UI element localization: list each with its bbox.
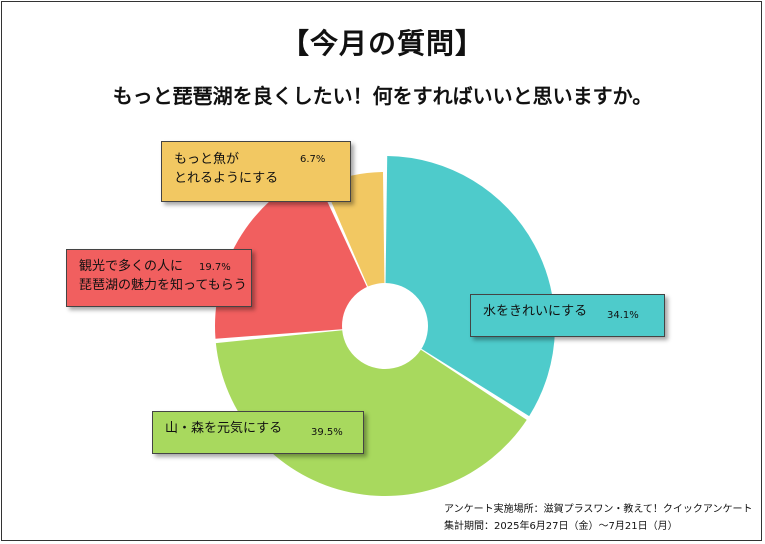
slice-label-0: 水をきれいにする 34.1% [470,294,665,337]
page-title: 【今月の質問】 [280,27,484,60]
slice-label-text: もっと魚が [174,152,240,167]
slice-label-2: 観光で多くの人に琵琶湖の魅力を知ってもらう 19.7% [66,249,252,307]
donut-hole [342,283,428,369]
slice-label-text: 観光で多くの人に [79,259,184,274]
slice-value-label: 6.7% [300,154,326,165]
slice-label-1: 山・森を元気にする 39.5% [152,411,364,454]
pie-slice-0 [385,156,556,417]
slice-label-text: 山・森を元気にする [165,421,283,436]
pie-slice-2 [215,171,385,339]
slice-label-text: とれるようにする [174,171,279,186]
slice-label-text: 水をきれいにする [483,304,588,319]
question-subtitle: もっと琵琶湖を良くしたい！何をすればいいと思いますか。 [112,84,653,108]
survey-source: アンケート実施場所：滋賀プラスワン・教えて！クイックアンケート [444,504,753,515]
slice-label-3: もっと魚がとれるようにする 6.7% [161,141,351,202]
slice-value-label: 34.1% [607,310,639,321]
survey-period: 集計期間：2025年6月27日（金）～7月21日（月） [444,521,678,532]
slice-label-text: 琵琶湖の魅力を知ってもらう [79,278,247,293]
slice-value-label: 39.5% [311,427,343,438]
slice-value-label: 19.7% [199,262,231,273]
